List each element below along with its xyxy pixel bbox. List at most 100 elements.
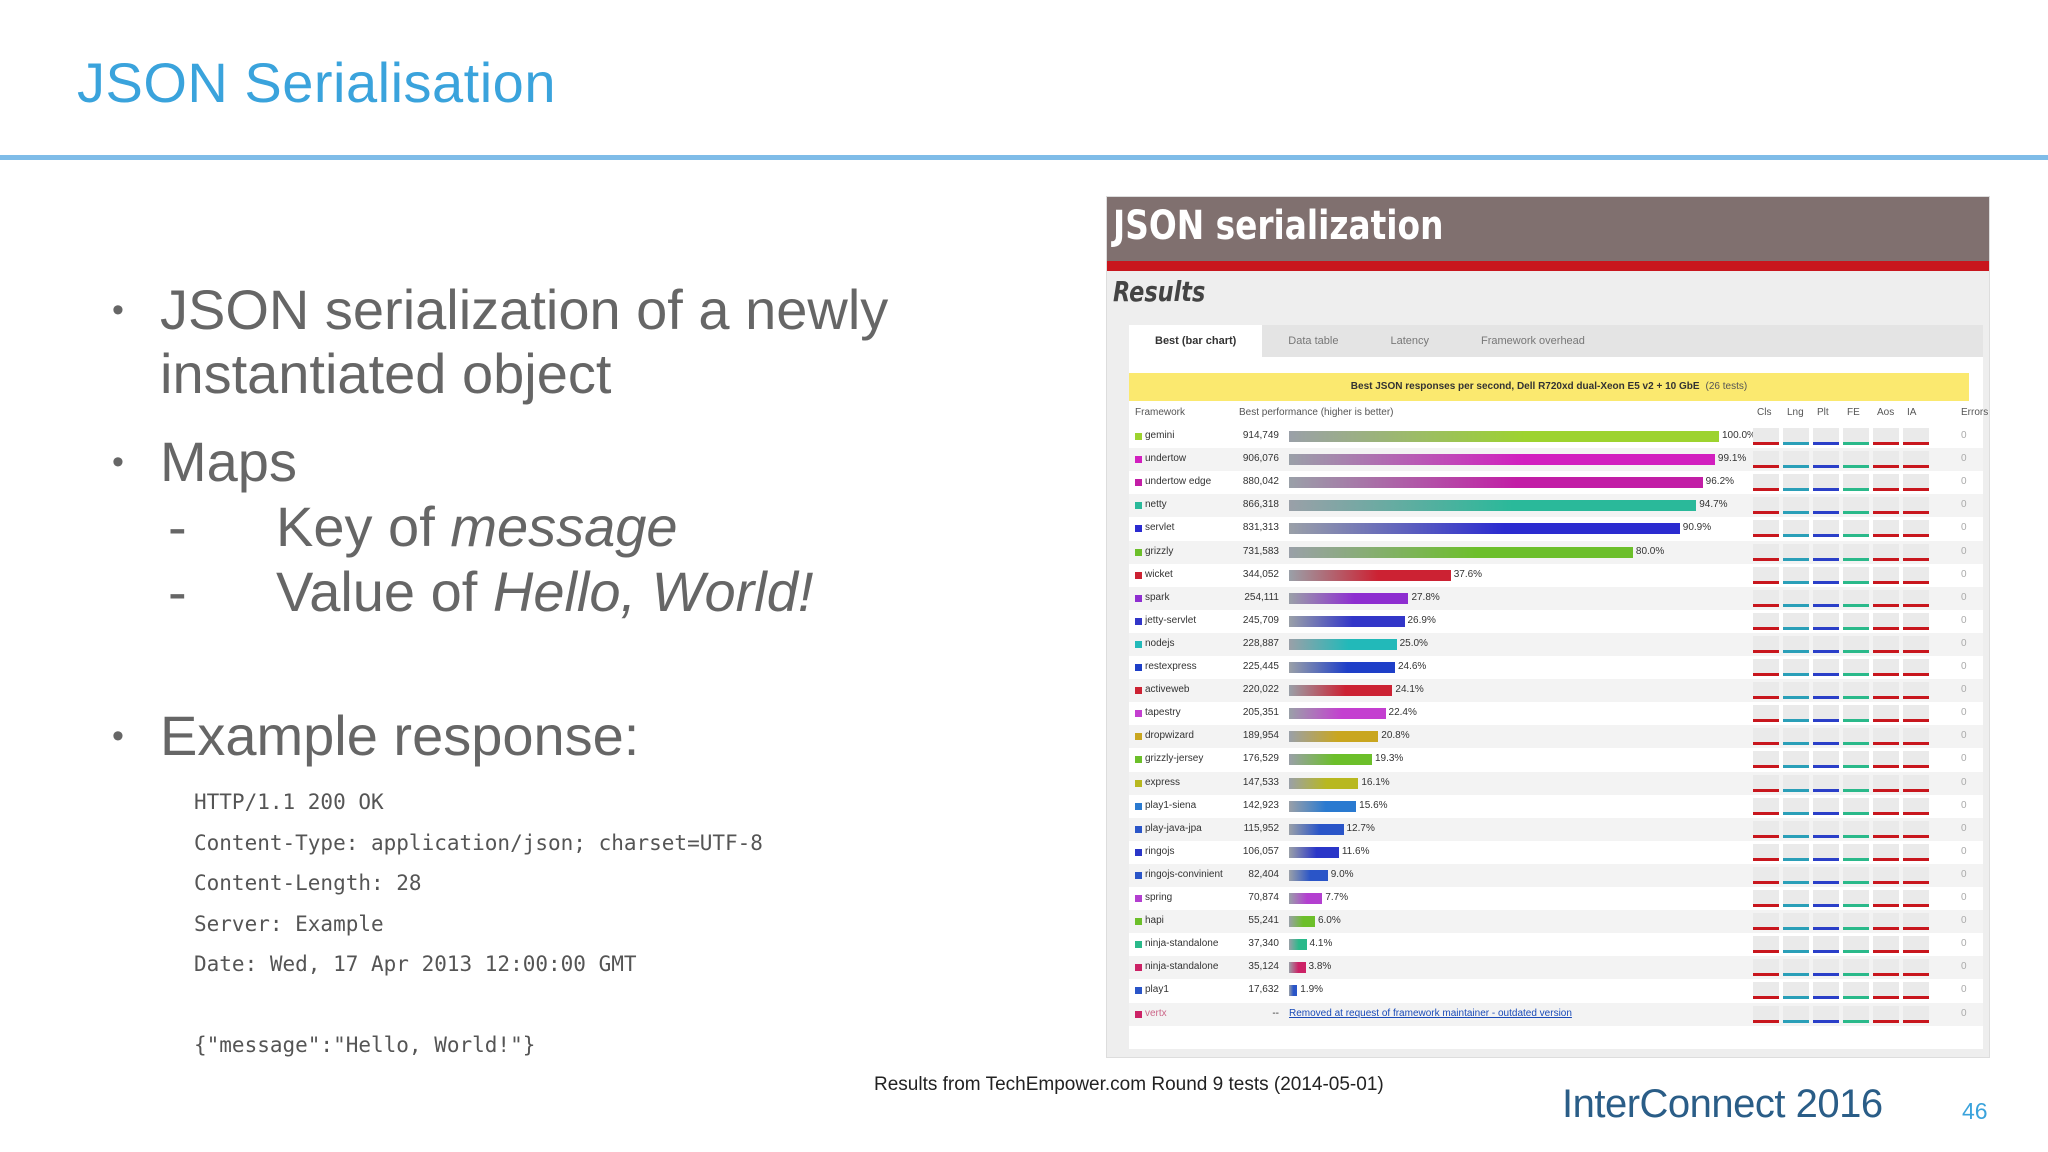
attribute-badges xyxy=(1753,566,1929,584)
attribute-badge xyxy=(1813,1005,1839,1023)
percent-label: 7.7% xyxy=(1325,892,1349,903)
framework-name: ringojs-convinient xyxy=(1145,868,1223,880)
tab-latency[interactable]: Latency xyxy=(1390,335,1429,347)
framework-name: jetty-servlet xyxy=(1145,614,1197,626)
attribute-badge xyxy=(1903,959,1929,977)
attribute-badge xyxy=(1813,589,1839,607)
col-header-attr: Errors xyxy=(1961,407,1989,418)
sub-bullet-emphasis: message xyxy=(450,495,678,558)
table-row: spark 254,111 27.8% 0 xyxy=(1129,586,1983,610)
tab-data-table[interactable]: Data table xyxy=(1288,335,1339,347)
framework-name: tapestry xyxy=(1145,707,1181,719)
attribute-badge xyxy=(1903,682,1929,700)
errors-cell: 0 xyxy=(1961,822,1967,834)
data-label: 35,124 xyxy=(1248,961,1279,973)
percent-label: 24.1% xyxy=(1395,684,1424,696)
bar xyxy=(1289,546,1633,558)
framework-color-marker xyxy=(1135,779,1142,787)
attribute-badge xyxy=(1783,728,1809,746)
attribute-badge xyxy=(1873,913,1899,931)
attribute-badge xyxy=(1753,774,1779,792)
errors-cell: 0 xyxy=(1961,499,1967,511)
attribute-badge xyxy=(1813,451,1839,469)
data-label: 115,952 xyxy=(1243,822,1279,834)
attribute-badge xyxy=(1753,820,1779,838)
data-label: 142,923 xyxy=(1242,799,1279,811)
data-label: 17,632 xyxy=(1248,984,1279,996)
attribute-badge xyxy=(1753,890,1779,907)
attribute-badge xyxy=(1813,520,1839,538)
framework-name: netty xyxy=(1145,499,1167,511)
attribute-badge xyxy=(1753,428,1779,445)
attribute-badge xyxy=(1783,797,1809,815)
data-label: 55,241 xyxy=(1248,915,1279,927)
framework-color-marker xyxy=(1135,871,1142,879)
bullet-text: JSON serialization of a newly instantiat… xyxy=(160,278,889,405)
bullet-item: • Maps xyxy=(112,430,1072,494)
attribute-badge xyxy=(1783,913,1809,931)
bullet-symbol: • xyxy=(112,717,124,755)
attribute-badge xyxy=(1753,497,1779,515)
framework-color-marker xyxy=(1135,802,1142,810)
framework-color-marker xyxy=(1135,456,1142,464)
attribute-badge xyxy=(1783,820,1809,838)
attribute-badges xyxy=(1753,428,1929,445)
attribute-badge xyxy=(1903,936,1929,954)
attribute-badge xyxy=(1843,797,1869,815)
errors-cell: 0 xyxy=(1961,476,1967,488)
bar xyxy=(1289,869,1328,881)
attribute-badge xyxy=(1873,612,1899,630)
attribute-badge xyxy=(1753,474,1779,492)
data-label: 220,022 xyxy=(1242,684,1279,696)
percent-label: 1.9% xyxy=(1300,984,1324,996)
attribute-badge xyxy=(1873,589,1899,607)
attribute-badge xyxy=(1783,682,1809,700)
table-row: jetty-servlet 245,709 26.9% 0 xyxy=(1129,610,1983,633)
attribute-badges xyxy=(1753,497,1929,515)
attribute-badge xyxy=(1873,982,1899,1000)
framework-name: grizzly xyxy=(1145,545,1174,557)
sub-bullet-emphasis: Hello, World! xyxy=(492,560,814,623)
attribute-badge xyxy=(1783,1005,1809,1023)
data-label: 344,052 xyxy=(1242,568,1279,580)
attribute-badge xyxy=(1903,728,1929,746)
attribute-badge xyxy=(1903,890,1929,907)
framework-name: nodejs xyxy=(1145,637,1175,649)
bar xyxy=(1289,431,1719,442)
framework-name: servlet xyxy=(1145,522,1175,534)
attribute-badge xyxy=(1753,982,1779,1000)
attribute-badge xyxy=(1873,497,1899,515)
table-row-removed: vertx -- Removed at request of framework m… xyxy=(1129,1002,1983,1026)
framework-color-marker xyxy=(1135,571,1142,579)
errors-cell: 0 xyxy=(1961,522,1967,534)
data-label: 866,318 xyxy=(1242,499,1279,511)
attribute-badge xyxy=(1753,543,1779,561)
col-header-attr: Lng xyxy=(1787,407,1804,418)
attribute-badges xyxy=(1753,913,1929,931)
attribute-badge xyxy=(1753,635,1779,653)
tab-best-bar-chart[interactable]: Best (bar chart) xyxy=(1129,325,1263,357)
errors-cell: 0 xyxy=(1961,637,1967,649)
attribute-badges xyxy=(1753,936,1929,954)
table-row: grizzly 731,583 80.0% 0 xyxy=(1129,540,1983,564)
bar xyxy=(1289,893,1323,904)
attribute-badge xyxy=(1753,566,1779,584)
errors-cell: 0 xyxy=(1961,984,1967,996)
attribute-badge xyxy=(1843,936,1869,954)
tab-framework-overhead[interactable]: Framework overhead xyxy=(1480,335,1585,347)
framework-name: vertx xyxy=(1145,1007,1167,1019)
removed-note-link[interactable]: Removed at request of framework maintain… xyxy=(1289,1007,1572,1019)
table-row: express 147,533 16.1% 0 xyxy=(1129,771,1983,795)
table-row: hapi 55,241 6.0% 0 xyxy=(1129,910,1983,934)
code-line xyxy=(194,985,763,1026)
attribute-badge xyxy=(1843,451,1869,469)
attribute-badges xyxy=(1753,866,1929,884)
col-header-attr: FE xyxy=(1847,407,1860,418)
errors-cell: 0 xyxy=(1961,845,1967,857)
attribute-badge xyxy=(1903,797,1929,815)
bar xyxy=(1289,800,1357,812)
attribute-badge xyxy=(1813,774,1839,792)
chart-banner: Best JSON responses per second, Dell R72… xyxy=(1129,373,1969,401)
framework-name: spark xyxy=(1145,591,1170,603)
data-label: 189,954 xyxy=(1242,730,1279,742)
